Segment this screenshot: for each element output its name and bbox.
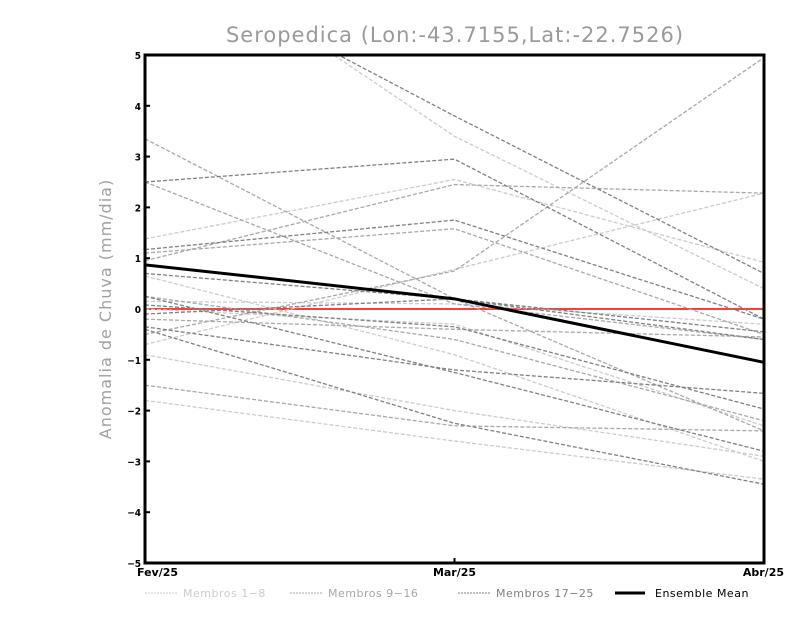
y-tick-label: 0 (135, 305, 141, 316)
plot-frame (143, 53, 766, 565)
y-tick-label: 2 (135, 203, 141, 214)
member-line (145, 328, 764, 485)
member-line (145, 183, 764, 262)
member-line (145, 300, 764, 325)
member-line (332, 55, 764, 290)
member-line (145, 178, 764, 263)
member-line (145, 399, 764, 480)
legend-label: Membros 17−25 (496, 587, 594, 600)
y-tick-label: 3 (135, 153, 141, 164)
y-tick-label: −2 (127, 407, 141, 418)
member-line (145, 326, 764, 394)
member-line (145, 298, 764, 341)
member-line (145, 219, 764, 320)
member-line (337, 55, 764, 275)
y-tick-label: 5 (135, 51, 141, 62)
y-tick-label: −1 (127, 356, 141, 367)
member-line (145, 354, 764, 457)
member-line (145, 275, 764, 463)
member-line (145, 138, 764, 432)
x-tick-label: Abr/25 (743, 566, 784, 579)
y-tick-label: 1 (135, 254, 141, 265)
member-line (145, 57, 764, 336)
member-line (145, 304, 764, 410)
member-line (145, 295, 764, 422)
chart-title: Seropedica (Lon:-43.7155,Lat:-22.7526) (226, 23, 684, 47)
legend-label: Membros 9−16 (328, 587, 418, 600)
member-line (145, 318, 764, 338)
member-line (145, 192, 764, 346)
member-line (145, 272, 764, 333)
ensemble-mean-line (145, 263, 764, 364)
member-line (145, 308, 764, 427)
x-tick-label: Mar/25 (433, 566, 476, 579)
y-tick-label: 4 (135, 102, 141, 113)
legend-label: Ensemble Mean (655, 587, 749, 600)
member-line (145, 295, 764, 452)
member-line (145, 181, 764, 341)
legend-label: Membros 1−8 (183, 587, 266, 600)
y-tick-label: −3 (127, 457, 141, 468)
y-tick-label: −4 (127, 508, 141, 519)
member-line (145, 158, 764, 320)
member-line (145, 228, 764, 336)
y-axis-label: Anomalia de Chuva (mm/dia) (96, 179, 115, 439)
y-tick-label: −5 (127, 559, 141, 570)
x-tick-label: Fev/25 (137, 566, 178, 579)
member-line (145, 384, 764, 432)
